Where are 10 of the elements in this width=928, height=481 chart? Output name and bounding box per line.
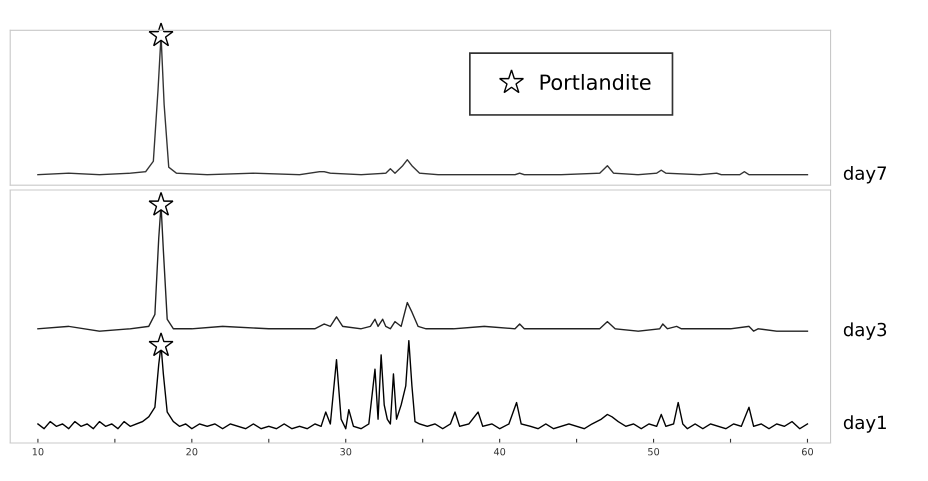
text: day1 — [844, 415, 886, 433]
legend-label: Portlandite — [540, 74, 651, 90]
x-tick-label: 40 — [494, 448, 506, 456]
x-tick-label: 20 — [186, 448, 198, 456]
text: day3 — [844, 322, 886, 340]
text: day7 — [844, 166, 886, 184]
x-tick-label: 10 — [32, 448, 44, 456]
x-tick-label: 30 — [340, 448, 352, 456]
x-tick-label: 50 — [648, 448, 660, 456]
x-tick-label: 60 — [802, 448, 814, 456]
